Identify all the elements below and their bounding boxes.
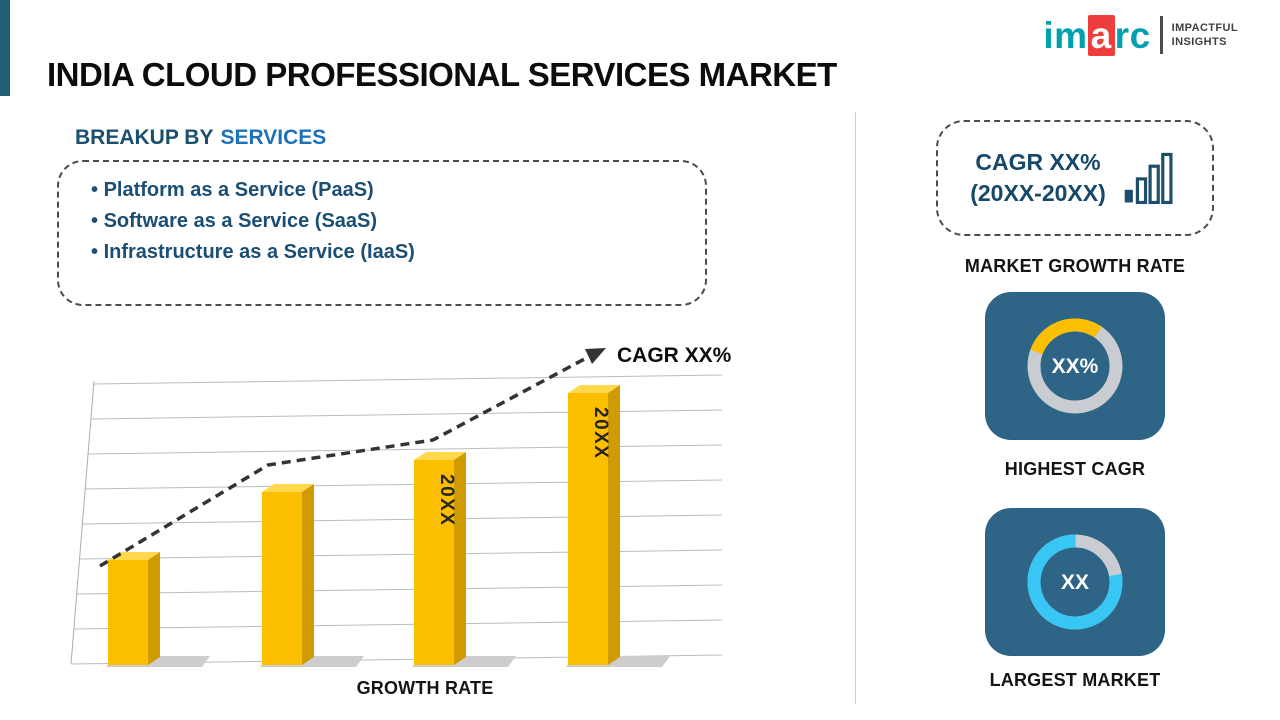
market-growth-rate-caption: MARKET GROWTH RATE — [964, 256, 1186, 276]
bar-3-label: 20XX — [436, 474, 457, 526]
highest-cagr-value: XX% — [1052, 355, 1099, 378]
bar-4: 20XX — [568, 385, 620, 665]
highest-cagr-caption: HIGHEST CAGR — [1004, 459, 1146, 479]
bar-3: 20XX — [414, 452, 466, 665]
bar-1 — [108, 552, 160, 665]
section-divider — [855, 112, 856, 704]
logo-text-left: im — [1043, 14, 1088, 56]
market-growth-rate-card: CAGR XX% (20XX-20XX) — [936, 120, 1214, 236]
imarc-logo: imarc IMPACTFUL INSIGHTS — [1043, 14, 1238, 56]
logo-tagline-line1: IMPACTFUL — [1171, 21, 1238, 34]
service-item-iaas: Infrastructure as a Service (IaaS) — [91, 237, 705, 268]
bar-chart-icon — [1124, 152, 1173, 205]
bar-4-label: 20XX — [590, 407, 611, 459]
largest-market-value: XX — [1061, 571, 1089, 594]
growth-card-line2: (20XX-20XX) — [970, 180, 1106, 206]
market-growth-rate-text: CAGR XX% (20XX-20XX) — [970, 147, 1106, 209]
service-item-iaas-label: Infrastructure as a Service (IaaS) — [103, 241, 415, 263]
largest-market-tile: XX — [985, 508, 1165, 656]
services-list-box: Platform as a Service (PaaS) Software as… — [57, 160, 707, 306]
service-item-paas-label: Platform as a Service (PaaS) — [103, 179, 374, 201]
imarc-logo-text: imarc — [1043, 14, 1151, 56]
breakup-heading-highlight: SERVICES — [220, 126, 327, 149]
service-item-paas: Platform as a Service (PaaS) — [91, 175, 705, 206]
breakup-heading: BREAKUP BY SERVICES — [75, 126, 326, 150]
services-list: Platform as a Service (PaaS) Software as… — [59, 175, 705, 268]
breakup-heading-prefix: BREAKUP BY — [75, 126, 214, 149]
service-item-saas: Software as a Service (SaaS) — [91, 206, 705, 237]
highest-cagr-donut: XX% — [1027, 318, 1123, 414]
growth-card-line1: CAGR XX% — [975, 148, 1101, 175]
logo-tagline-line2: INSIGHTS — [1171, 36, 1227, 48]
x-axis-label: GROWTH RATE — [356, 678, 494, 698]
corner-accent-bar — [0, 0, 10, 96]
largest-market-donut: XX — [1027, 534, 1123, 630]
page-title: INDIA CLOUD PROFESSIONAL SERVICES MARKET — [47, 56, 837, 93]
chart-cagr-annotation: CAGR XX% — [617, 344, 732, 367]
bar-2 — [262, 484, 314, 665]
highest-cagr-tile: XX% — [985, 292, 1165, 440]
trend-arrow-head — [585, 348, 606, 364]
chart-gridlines — [70, 374, 723, 665]
donut-arc-yellow — [1027, 318, 1123, 414]
logo-text-accent: a — [1087, 14, 1115, 56]
logo-text-right: rc — [1114, 14, 1151, 56]
service-item-saas-label: Software as a Service (SaaS) — [103, 210, 378, 232]
growth-bar-chart: 20XX 20XX CAGR XX% — [70, 344, 732, 667]
trend-arrow-line — [99, 354, 591, 568]
chart-left-axis — [70, 380, 95, 665]
donut-arc-cyan — [1027, 534, 1123, 630]
logo-tagline: IMPACTFUL INSIGHTS — [1172, 21, 1238, 50]
logo-divider — [1159, 16, 1163, 54]
largest-market-caption: LARGEST MARKET — [989, 670, 1161, 690]
